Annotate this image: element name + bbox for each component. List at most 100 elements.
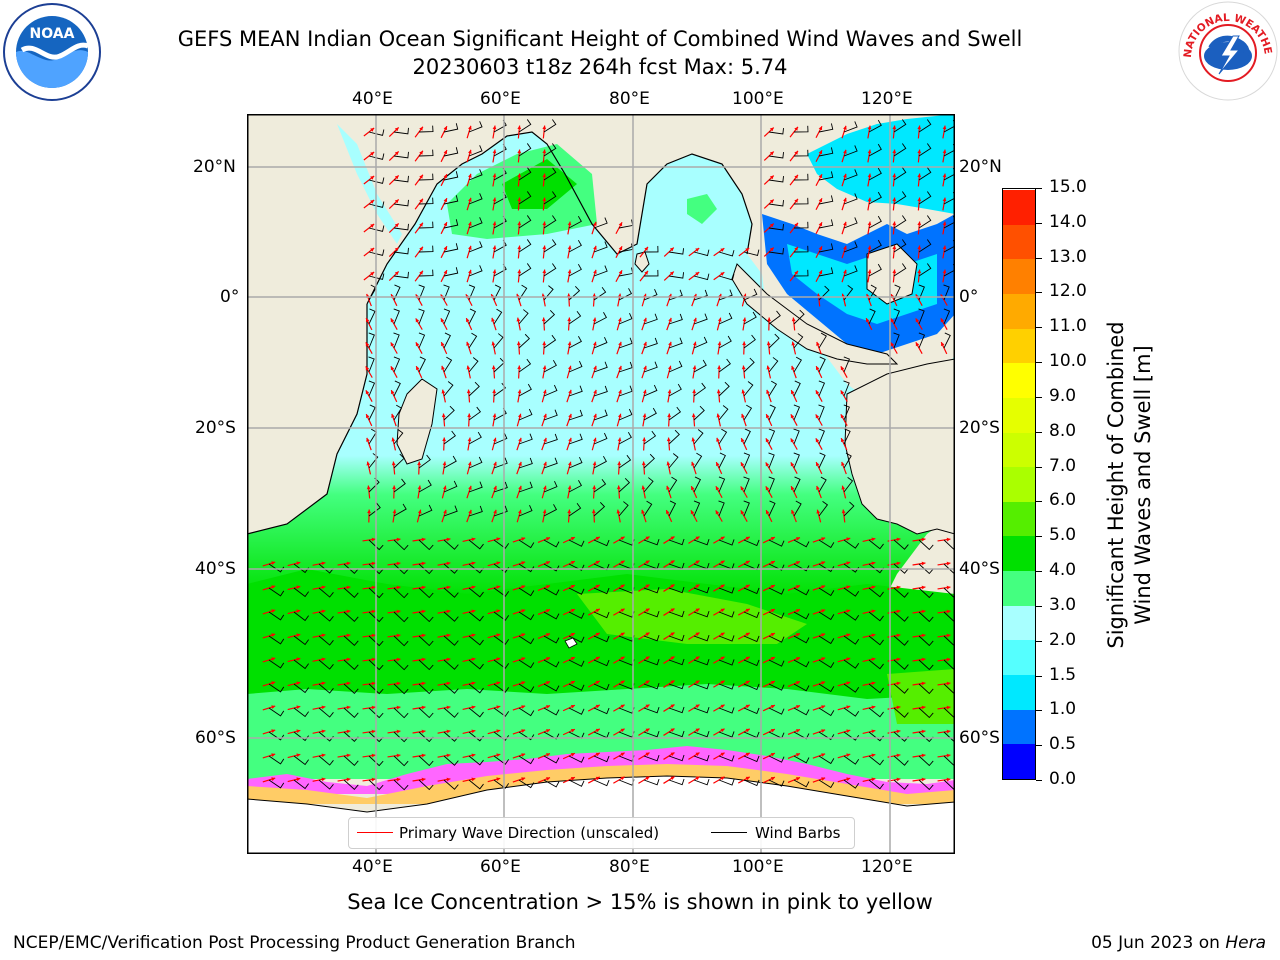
wave-direction-arrowhead xyxy=(790,486,795,491)
wave-direction-arrowhead xyxy=(546,657,551,661)
wind-barb xyxy=(868,215,882,229)
wind-barb xyxy=(818,755,835,765)
wave-direction-arrowhead xyxy=(396,585,401,590)
wave-direction-arrowhead xyxy=(765,462,770,467)
wave-direction-arrowhead xyxy=(421,705,426,710)
page-subtitle: 20230603 t18z 264h fcst Max: 5.74 xyxy=(412,55,788,79)
wind-barb xyxy=(493,635,510,645)
wave-direction-arrowhead xyxy=(496,681,501,686)
wave-direction-arrowhead xyxy=(645,536,650,541)
wind-barb xyxy=(768,476,775,493)
wave-direction-arrowhead xyxy=(716,437,720,442)
wave-direction-arrowhead xyxy=(645,656,650,661)
wave-direction-arrowhead xyxy=(521,657,526,661)
wave-direction-arrowhead xyxy=(892,125,897,130)
wave-direction-arrowhead xyxy=(770,728,775,733)
wave-direction-arrowhead xyxy=(942,245,947,250)
colorbar-segment xyxy=(1003,258,1035,294)
wind-barb xyxy=(393,683,409,695)
wind-barb xyxy=(943,284,950,301)
wave-direction-arrowhead xyxy=(790,462,795,467)
wind-barb xyxy=(443,779,459,790)
lat-tick-left-20n: 20°N xyxy=(193,157,236,177)
wind-barb xyxy=(868,611,884,622)
wave-direction-arrowhead xyxy=(942,197,947,202)
wave-direction-arrowhead xyxy=(471,705,476,710)
wind-barb xyxy=(543,309,556,325)
wave-direction-arrowhead xyxy=(371,705,376,710)
wave-direction-arrowhead xyxy=(446,561,451,566)
wind-barb xyxy=(543,409,558,421)
wind-barb xyxy=(468,539,484,550)
wave-direction-arrowhead xyxy=(542,365,547,370)
wave-direction-arrowhead xyxy=(421,657,426,662)
wind-barb xyxy=(318,611,334,622)
wind-barb xyxy=(893,191,907,205)
wave-direction-arrowhead xyxy=(346,609,351,614)
colorbar-tick-mark xyxy=(1036,675,1042,677)
wave-direction-arrowhead xyxy=(917,221,922,226)
wave-direction-arrowhead xyxy=(620,752,625,757)
wind-barb xyxy=(393,755,409,767)
wind-barb xyxy=(393,478,406,493)
wind-barb xyxy=(393,779,409,791)
lon-tick-top-60: 60°E xyxy=(480,89,521,109)
wind-barb xyxy=(368,356,375,373)
wind-barb xyxy=(368,332,375,349)
wind-barb xyxy=(518,383,532,397)
colorbar-tick-mark xyxy=(1036,222,1042,224)
wind-barb xyxy=(493,284,502,301)
wind-barb xyxy=(468,265,483,277)
wind-barb xyxy=(593,683,610,691)
wave-direction-arrowhead xyxy=(471,609,476,614)
wave-direction-arrowhead xyxy=(942,173,947,178)
wind-barb xyxy=(318,707,334,718)
wind-barb xyxy=(393,271,409,279)
wave-direction-arrowhead xyxy=(396,705,401,710)
wind-barb xyxy=(818,428,825,445)
wave-direction-arrowhead xyxy=(794,246,798,251)
wind-barb xyxy=(693,778,710,786)
wave-direction-arrowhead xyxy=(419,222,423,227)
wind-barb xyxy=(318,635,334,646)
wave-direction-arrowhead xyxy=(871,705,876,710)
wind-barb xyxy=(343,635,359,647)
wind-barb xyxy=(743,249,760,257)
wind-barb xyxy=(793,755,810,764)
wave-direction-arrowhead xyxy=(791,365,795,370)
wind-barb xyxy=(843,452,852,469)
wave-direction-arrowhead xyxy=(271,633,276,637)
wave-direction-arrowhead xyxy=(496,633,501,638)
wind-barb xyxy=(418,683,434,695)
wind-barb xyxy=(718,500,725,517)
wave-direction-arrowhead xyxy=(821,561,826,565)
wave-direction-arrowhead xyxy=(467,413,472,418)
wave-direction-arrowhead xyxy=(791,317,796,322)
wind-barb xyxy=(768,127,784,135)
wind-barb xyxy=(493,505,508,517)
wind-barb xyxy=(668,682,685,690)
footer-date: 05 Jun 2023 on xyxy=(1091,933,1226,953)
wave-direction-arrowhead xyxy=(896,657,901,662)
wave-direction-arrowhead xyxy=(695,608,700,613)
wind-barb xyxy=(718,335,732,349)
wind-barb xyxy=(443,195,459,205)
wind-barb xyxy=(568,215,582,229)
wave-direction-arrowhead xyxy=(794,222,798,227)
wave-direction-arrowhead xyxy=(371,609,376,614)
wave-direction-arrowhead xyxy=(695,680,700,685)
wind-barb xyxy=(543,263,557,277)
wave-direction-arrowhead xyxy=(365,342,370,347)
wave-direction-arrowhead xyxy=(921,537,926,542)
wave-direction-arrowhead xyxy=(517,269,522,274)
wind-barb xyxy=(518,587,535,597)
wind-barb xyxy=(793,356,802,373)
wind-barb xyxy=(518,284,528,301)
wave-direction-arrowhead xyxy=(846,537,851,542)
wind-barb xyxy=(918,239,932,253)
wave-direction-arrowhead xyxy=(670,536,675,541)
wave-direction-arrowhead xyxy=(271,657,276,661)
wind-barb xyxy=(768,707,785,715)
wind-barb xyxy=(793,539,810,548)
wind-barb xyxy=(818,171,834,181)
